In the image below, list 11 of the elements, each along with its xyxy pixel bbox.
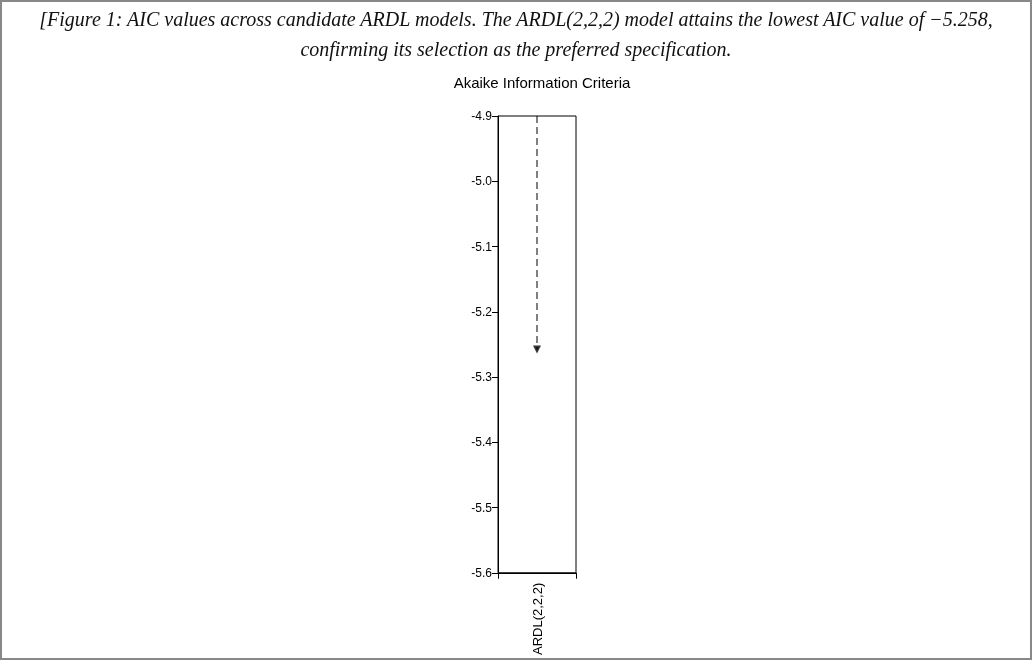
y-tick-label: -5.2 <box>471 304 493 319</box>
chart-title: Akaike Information Criteria <box>453 74 632 91</box>
text: [Figure 1: AIC values across candidate ARDL models. The ARDL(2,2,2) model attains the lowest AIC value of −5.258, confirming its selection as the preferred specification. <box>38 7 994 63</box>
y-tick-label: -5.1 <box>471 239 493 254</box>
y-tick-label: -5.4 <box>471 435 493 450</box>
y-tick-label: -5.0 <box>471 174 493 189</box>
y-tick-label: -5.6 <box>471 565 493 580</box>
y-tick-label: -4.9 <box>471 109 493 123</box>
y-tick-label: -5.5 <box>471 500 493 515</box>
x-tick-label: ARDL(2,2,2) <box>529 582 545 655</box>
y-tick-label: -5.3 <box>471 370 493 384</box>
